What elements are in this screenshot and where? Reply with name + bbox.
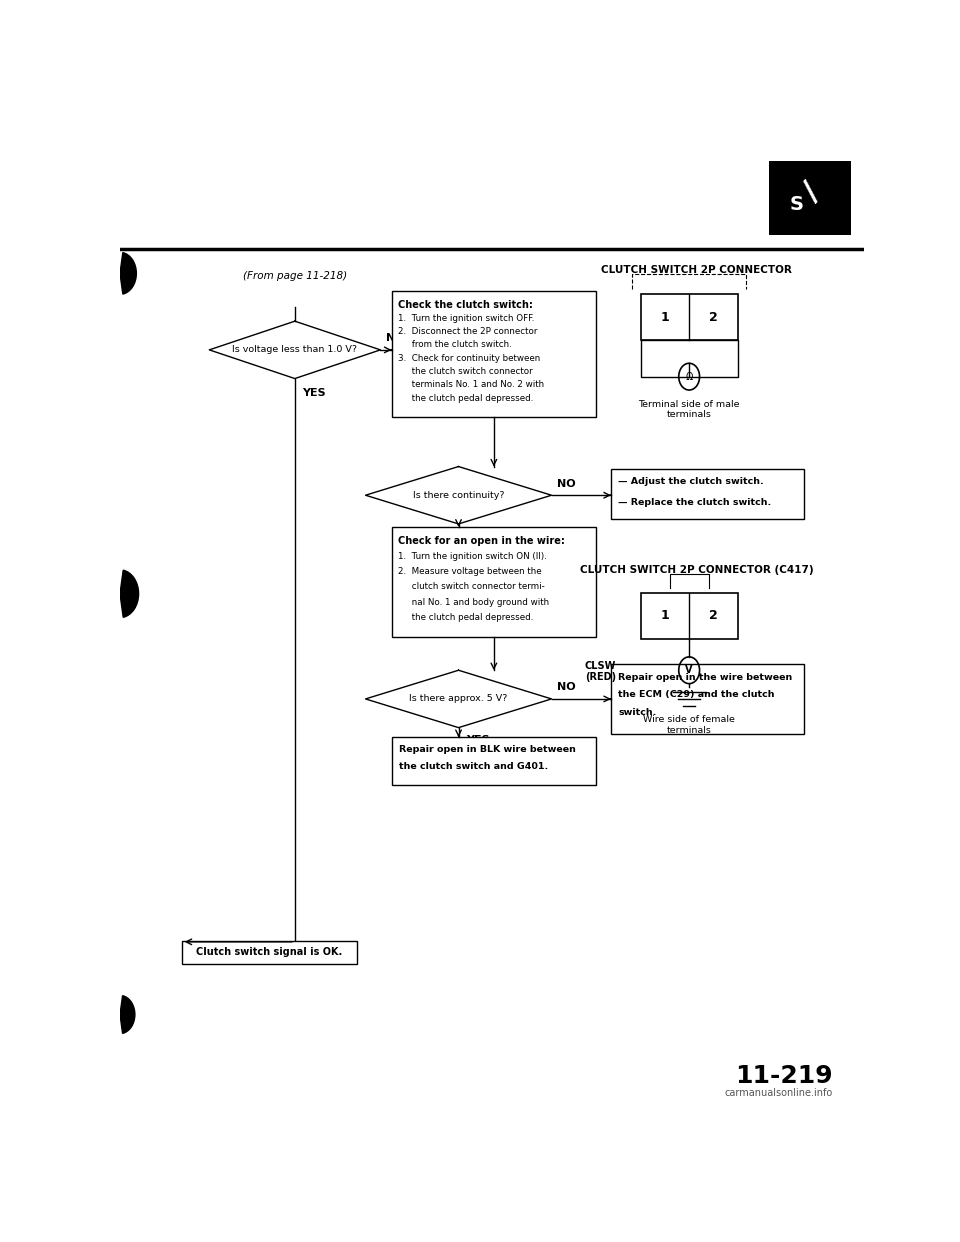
Text: Wire side of female
terminals: Wire side of female terminals bbox=[643, 715, 735, 734]
FancyBboxPatch shape bbox=[392, 291, 596, 417]
Text: 1: 1 bbox=[660, 610, 669, 622]
Text: 11-219: 11-219 bbox=[735, 1064, 832, 1088]
Text: the clutch pedal depressed.: the clutch pedal depressed. bbox=[397, 394, 533, 402]
Text: YES: YES bbox=[466, 735, 490, 745]
Text: 1.  Turn the ignition switch OFF.: 1. Turn the ignition switch OFF. bbox=[397, 313, 534, 323]
Text: NO: NO bbox=[558, 682, 576, 692]
Text: V: V bbox=[685, 666, 693, 676]
Text: 2: 2 bbox=[709, 310, 718, 324]
FancyBboxPatch shape bbox=[611, 469, 804, 519]
Text: Check the clutch switch:: Check the clutch switch: bbox=[397, 301, 533, 310]
Text: NO: NO bbox=[386, 333, 405, 343]
Text: Repair open in BLK wire between: Repair open in BLK wire between bbox=[399, 745, 576, 754]
Text: YES: YES bbox=[466, 532, 490, 542]
Wedge shape bbox=[120, 996, 134, 1033]
Text: Is there continuity?: Is there continuity? bbox=[413, 491, 504, 499]
FancyBboxPatch shape bbox=[392, 527, 596, 637]
Text: CLSW
(RED): CLSW (RED) bbox=[585, 661, 616, 682]
Text: (From page 11-218): (From page 11-218) bbox=[243, 271, 347, 281]
Text: CLUTCH SWITCH 2P CONNECTOR (C417): CLUTCH SWITCH 2P CONNECTOR (C417) bbox=[580, 565, 813, 575]
Text: 2: 2 bbox=[709, 610, 718, 622]
Text: Ω: Ω bbox=[685, 371, 693, 381]
Text: clutch switch connector termi-: clutch switch connector termi- bbox=[397, 582, 544, 591]
Text: 1: 1 bbox=[660, 310, 669, 324]
FancyBboxPatch shape bbox=[641, 592, 737, 638]
FancyBboxPatch shape bbox=[641, 294, 737, 340]
Text: the clutch switch connector: the clutch switch connector bbox=[397, 368, 532, 376]
FancyBboxPatch shape bbox=[641, 340, 737, 378]
Text: Is there approx. 5 V?: Is there approx. 5 V? bbox=[409, 694, 508, 703]
FancyBboxPatch shape bbox=[181, 941, 356, 964]
Text: /: / bbox=[798, 178, 827, 206]
Wedge shape bbox=[120, 570, 138, 617]
Text: nal No. 1 and body ground with: nal No. 1 and body ground with bbox=[397, 597, 548, 606]
Text: Is voltage less than 1.0 V?: Is voltage less than 1.0 V? bbox=[232, 345, 357, 354]
Text: carmanualsonline.info: carmanualsonline.info bbox=[725, 1088, 832, 1098]
Text: terminals No. 1 and No. 2 with: terminals No. 1 and No. 2 with bbox=[397, 380, 543, 390]
FancyBboxPatch shape bbox=[392, 738, 596, 785]
Text: 2.  Disconnect the 2P connector: 2. Disconnect the 2P connector bbox=[397, 327, 537, 335]
Text: the clutch switch and G401.: the clutch switch and G401. bbox=[399, 763, 548, 771]
Text: NO: NO bbox=[558, 478, 576, 488]
FancyBboxPatch shape bbox=[769, 160, 851, 235]
Text: — Replace the clutch switch.: — Replace the clutch switch. bbox=[618, 498, 772, 508]
Text: switch.: switch. bbox=[618, 708, 657, 717]
Text: — Adjust the clutch switch.: — Adjust the clutch switch. bbox=[618, 477, 764, 487]
Text: Repair open in the wire between: Repair open in the wire between bbox=[618, 673, 793, 682]
FancyBboxPatch shape bbox=[611, 663, 804, 734]
Text: CLUTCH SWITCH 2P CONNECTOR: CLUTCH SWITCH 2P CONNECTOR bbox=[601, 266, 792, 276]
Text: the ECM (C29) and the clutch: the ECM (C29) and the clutch bbox=[618, 691, 775, 699]
Polygon shape bbox=[366, 467, 551, 524]
Polygon shape bbox=[366, 671, 551, 728]
Text: from the clutch switch.: from the clutch switch. bbox=[397, 340, 512, 349]
Text: 1.  Turn the ignition switch ON (II).: 1. Turn the ignition switch ON (II). bbox=[397, 551, 546, 560]
Text: Clutch switch signal is OK.: Clutch switch signal is OK. bbox=[196, 948, 343, 958]
Text: 2.  Measure voltage between the: 2. Measure voltage between the bbox=[397, 566, 541, 576]
Text: YES: YES bbox=[302, 388, 325, 397]
Text: S: S bbox=[790, 195, 804, 214]
Text: Terminal side of male
terminals: Terminal side of male terminals bbox=[638, 400, 740, 419]
Text: Check for an open in the wire:: Check for an open in the wire: bbox=[397, 537, 564, 546]
Wedge shape bbox=[120, 252, 136, 294]
Text: the clutch pedal depressed.: the clutch pedal depressed. bbox=[397, 612, 533, 622]
Text: 3.  Check for continuity between: 3. Check for continuity between bbox=[397, 354, 540, 363]
Polygon shape bbox=[209, 322, 380, 379]
